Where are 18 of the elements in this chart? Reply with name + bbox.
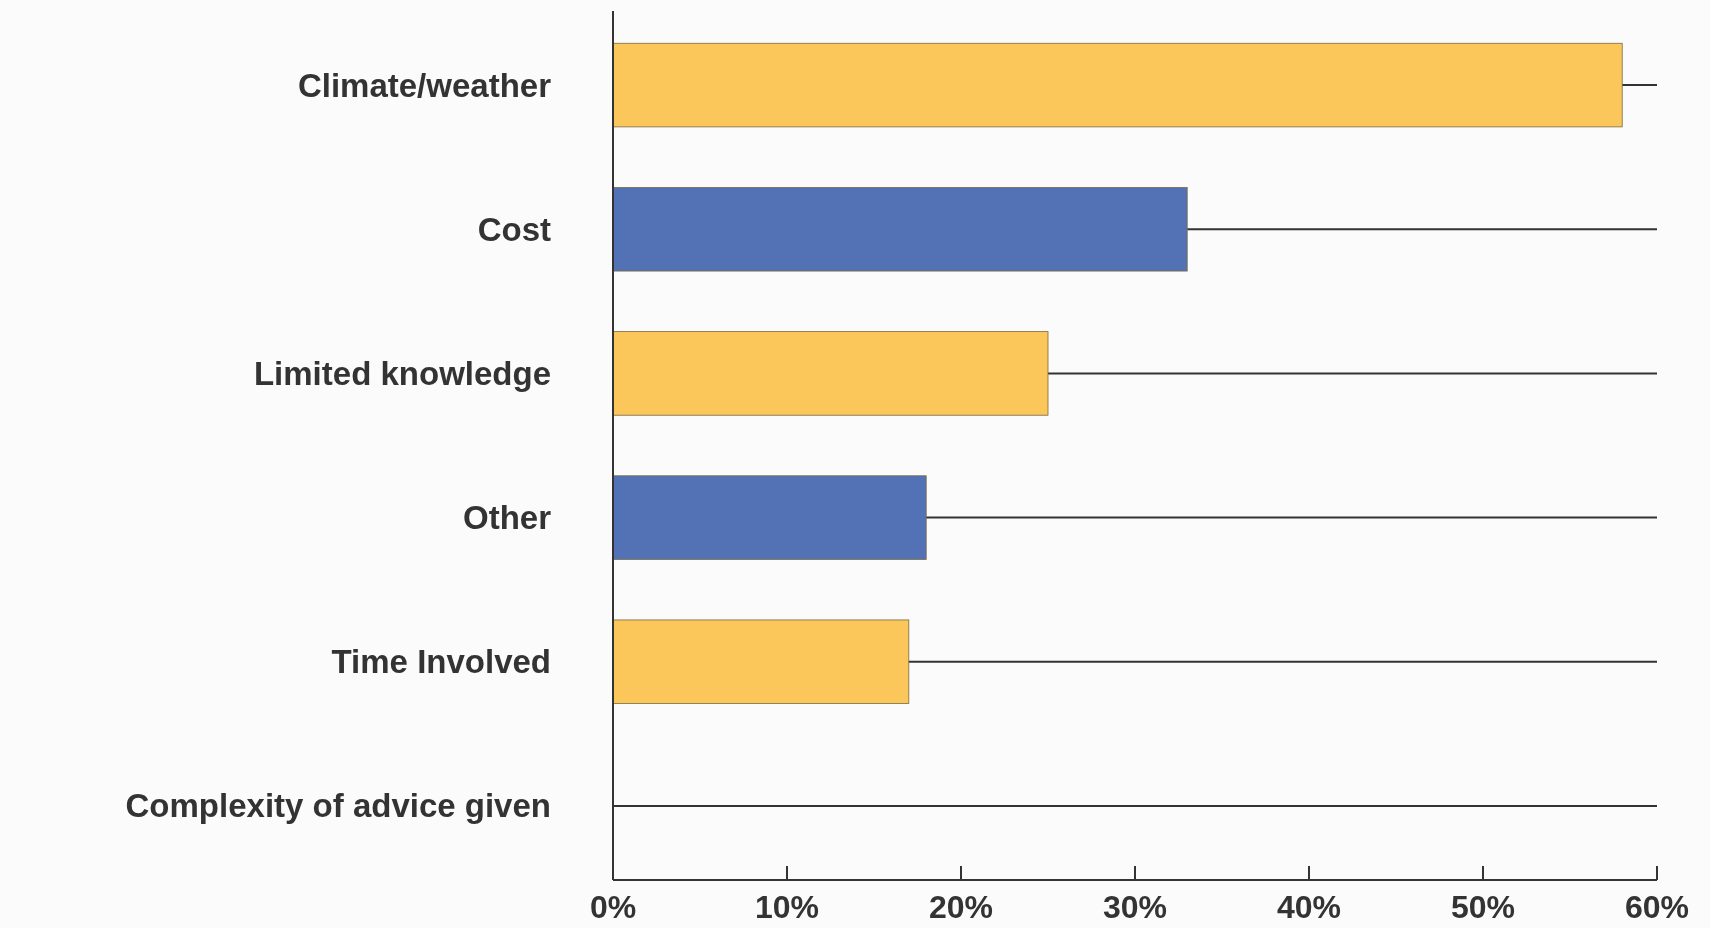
x-tick-label: 30% <box>1102 889 1168 925</box>
y-tick-label: Cost <box>477 210 551 248</box>
bar <box>612 475 927 560</box>
x-tick-label: 40% <box>1276 889 1342 925</box>
y-tick-label: Limited knowledge <box>253 354 551 392</box>
bar <box>612 331 1049 416</box>
x-tick-label: 50% <box>1450 889 1516 925</box>
x-tick-label: 60% <box>1624 889 1690 925</box>
y-tick-label: Other <box>462 499 552 537</box>
bar <box>612 619 910 704</box>
y-tick-label: Climate/weather <box>297 66 552 104</box>
x-tick-label: 0% <box>589 889 637 925</box>
y-tick-label: Complexity of advice given <box>125 787 551 825</box>
x-tick-label: 20% <box>928 889 994 925</box>
bar <box>612 187 1188 272</box>
bar <box>612 42 1623 128</box>
x-tick-label: 10% <box>754 889 820 925</box>
y-tick-label: Time Involved <box>331 643 551 681</box>
